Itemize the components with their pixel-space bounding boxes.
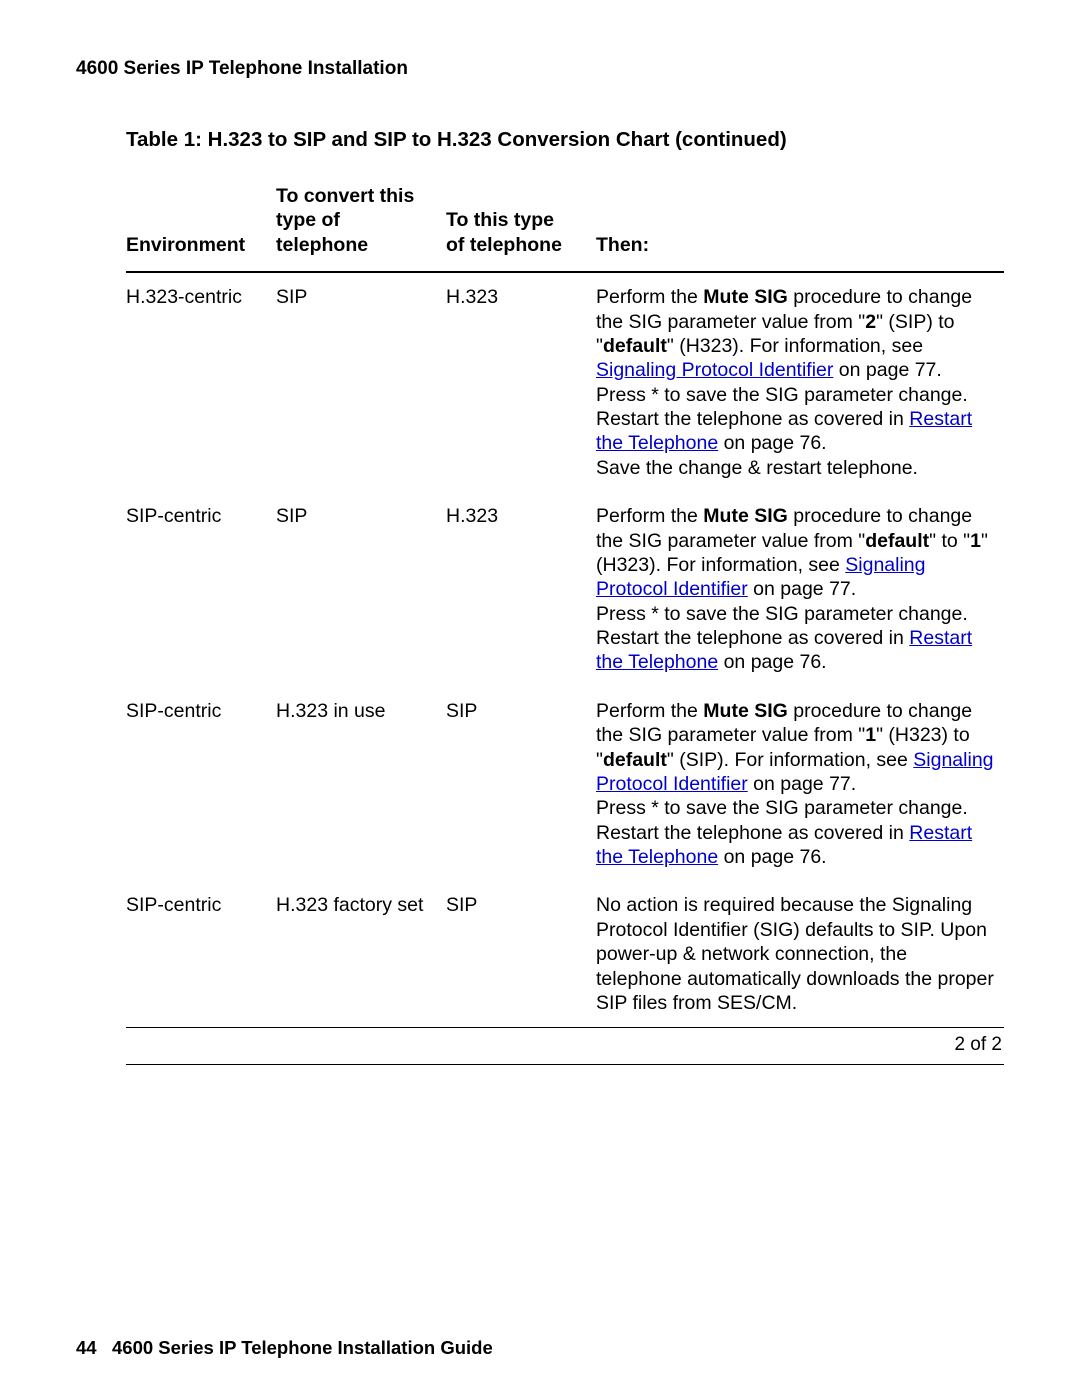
col-from: To convert this type of telephone: [276, 174, 446, 272]
cell-from: H.323 factory set: [276, 881, 446, 1027]
cell-then: Perform the Mute SIG procedure to change…: [596, 492, 1004, 687]
cell-from: SIP: [276, 492, 446, 687]
cell-then: Perform the Mute SIG procedure to change…: [596, 687, 1004, 882]
cell-then: Perform the Mute SIG procedure to change…: [596, 272, 1004, 492]
col-environment: Environment: [126, 174, 276, 272]
cell-to: H.323: [446, 272, 596, 492]
document-page: 4600 Series IP Telephone Installation Ta…: [0, 0, 1080, 1065]
cell-to: SIP: [446, 687, 596, 882]
page-indicator: 2 of 2: [126, 1028, 1004, 1065]
table-row: SIP-centric SIP H.323 Perform the Mute S…: [126, 492, 1004, 687]
cell-from: SIP: [276, 272, 446, 492]
cell-env: SIP-centric: [126, 687, 276, 882]
table-row: H.323-centric SIP H.323 Perform the Mute…: [126, 272, 1004, 492]
conversion-table: Environment To convert this type of tele…: [126, 174, 1004, 1065]
table-row: SIP-centric H.323 in use SIP Perform the…: [126, 687, 1004, 882]
cell-env: SIP-centric: [126, 492, 276, 687]
cell-from: H.323 in use: [276, 687, 446, 882]
col-to: To this type of telephone: [446, 174, 596, 272]
cell-env: H.323-centric: [126, 272, 276, 492]
col-then: Then:: [596, 174, 1004, 272]
table-header-row: Environment To convert this type of tele…: [126, 174, 1004, 272]
table-footer-row: 2 of 2: [126, 1028, 1004, 1065]
table-title: Table 1: H.323 to SIP and SIP to H.323 C…: [126, 128, 1004, 152]
section-header: 4600 Series IP Telephone Installation: [76, 58, 1004, 80]
cell-to: H.323: [446, 492, 596, 687]
table-container: Table 1: H.323 to SIP and SIP to H.323 C…: [126, 128, 1004, 1065]
page-number: 44: [76, 1337, 97, 1358]
cell-env: SIP-centric: [126, 881, 276, 1027]
cell-to: SIP: [446, 881, 596, 1027]
footer-doc-title: 4600 Series IP Telephone Installation Gu…: [112, 1337, 493, 1358]
table-row: SIP-centric H.323 factory set SIP No act…: [126, 881, 1004, 1027]
link-signaling-protocol[interactable]: Signaling Protocol Identifier: [596, 359, 833, 381]
page-footer: 44 4600 Series IP Telephone Installation…: [76, 1337, 493, 1359]
cell-then: No action is required because the Signal…: [596, 881, 1004, 1027]
